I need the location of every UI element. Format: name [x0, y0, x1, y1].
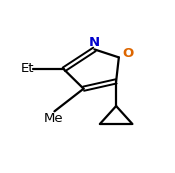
Text: O: O [122, 47, 133, 60]
Text: N: N [89, 36, 100, 49]
Text: Me: Me [43, 112, 63, 125]
Text: Et: Et [20, 62, 34, 75]
